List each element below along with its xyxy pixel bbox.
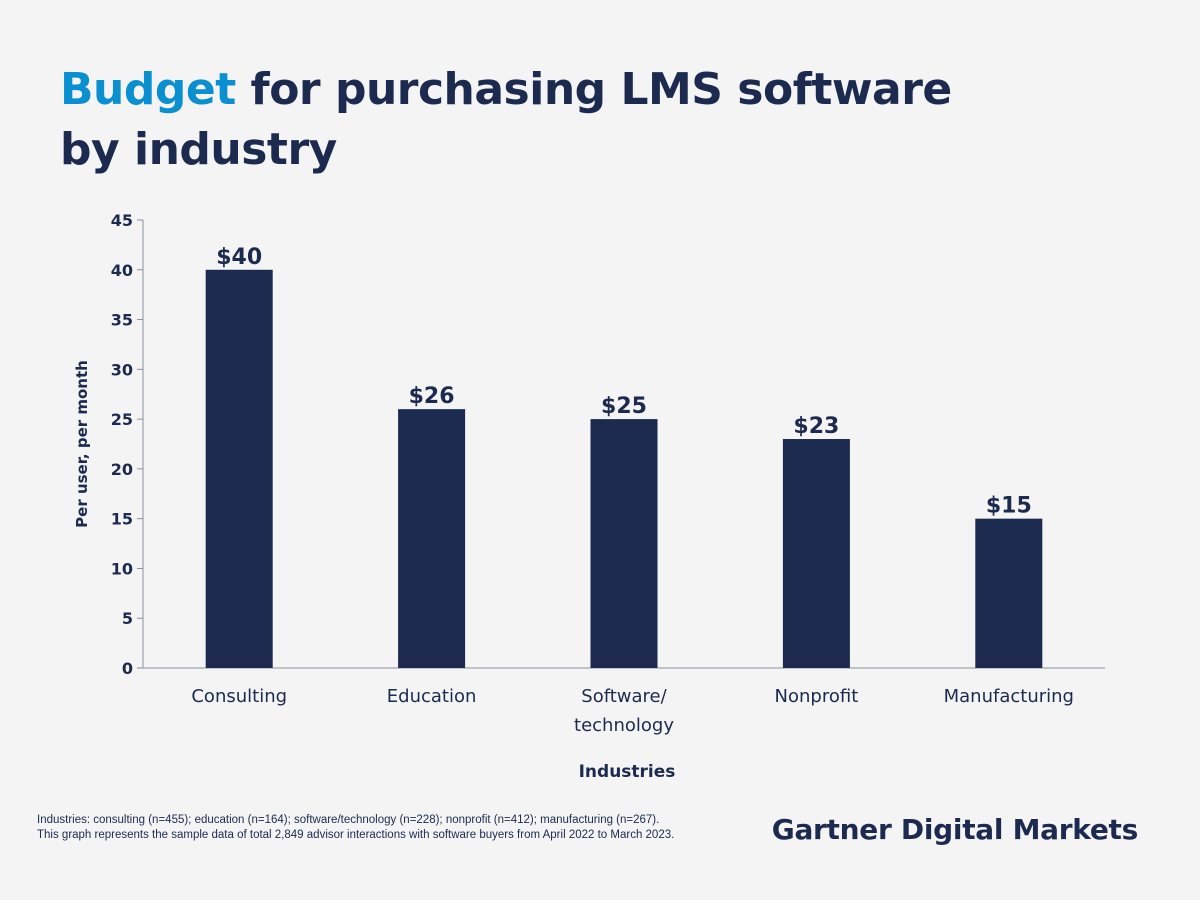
bar-chart: 0 5 10 15 20 25 30 35 40 45 Per user, per month $40… [73,211,1105,782]
title-line-2: by industry [60,124,337,175]
x-tick-label: Software/ [581,686,667,707]
y-tick-label: 5 [122,609,133,628]
brand-logo: Gartner Digital Markets [771,813,1139,846]
bar [782,439,850,668]
bar [975,518,1043,668]
bar [205,269,273,668]
y-tick-label: 10 [111,559,133,578]
bar-data-label: $15 [986,494,1032,519]
x-axis-label: Industries [579,762,676,782]
x-tick-label: technology [574,715,674,736]
title-line-1: Budget for purchasing LMS software [60,60,1060,120]
x-tick-label: Nonprofit [775,686,859,707]
footnote-line-2: This graph represents the sample data of… [37,829,675,841]
bar-data-label: $26 [409,384,455,409]
footnote-line-1: Industries: consulting (n=455); educatio… [37,814,660,826]
x-tick-label: Consulting [191,686,287,707]
bar [590,419,658,668]
y-tick-label: 35 [111,311,133,330]
x-tick-label: Education [387,686,477,707]
bar-data-label: $23 [793,414,839,439]
y-tick-label: 25 [111,410,133,429]
y-tick-label: 20 [111,460,133,479]
y-tick-label: 40 [111,261,133,280]
bar-data-label: $25 [601,394,647,419]
y-tick-label: 0 [122,659,133,678]
chart-title: Budget for purchasing LMS software by in… [60,60,1060,180]
y-tick-label: 45 [111,211,133,230]
y-axis-label: Per user, per month [73,360,91,528]
footnote: Industries: consulting (n=455); educatio… [37,813,674,843]
bar-data-label: $40 [216,245,262,270]
x-tick-label: Manufacturing [944,686,1074,707]
y-tick-label: 15 [111,510,133,529]
bar [398,409,466,668]
y-tick-label: 30 [111,360,133,379]
title-rest: for purchasing LMS software [235,64,953,115]
title-accent: Budget [60,64,236,115]
